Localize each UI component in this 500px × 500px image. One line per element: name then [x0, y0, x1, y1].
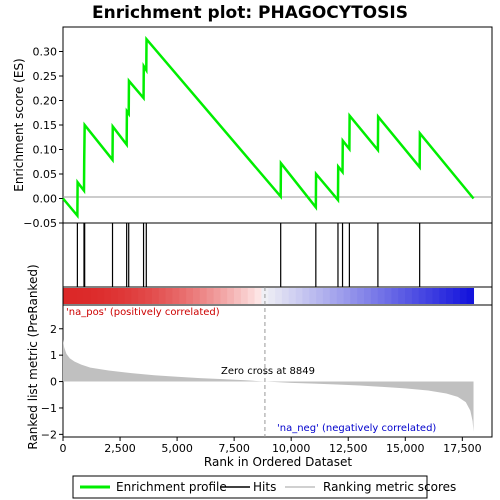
colorbar-segment: [446, 288, 454, 304]
colorbar-segment: [418, 288, 427, 304]
colorbar-segment: [343, 288, 351, 304]
es-tick-label: 0.25: [33, 70, 58, 83]
zero-cross-label: Zero cross at 8849: [221, 366, 315, 377]
es-tick-label: 0.30: [33, 46, 58, 59]
es-axis-label: Enrichment score (ES): [12, 58, 26, 191]
legend-metric-label: Ranking metric scores: [323, 480, 456, 494]
colorbar-segment: [357, 288, 365, 304]
es-tick-label: 0.15: [33, 119, 58, 132]
legend-enrichment-label: Enrichment profile: [116, 480, 227, 494]
metric-tick-label: 0: [50, 376, 57, 389]
colorbar-segment: [172, 288, 180, 304]
colorbar-segment: [131, 288, 139, 304]
colorbar-segment: [240, 288, 249, 304]
colorbar-segment: [288, 288, 297, 304]
x-tick-label: 10,000: [272, 442, 311, 455]
colorbar-segment: [63, 288, 71, 304]
colorbar-segment: [391, 288, 399, 304]
colorbar-segment: [247, 288, 256, 304]
colorbar-segment: [151, 288, 160, 304]
colorbar-segment: [350, 288, 358, 304]
colorbar-segment: [405, 288, 413, 304]
colorbar-segment: [268, 288, 276, 304]
x-tick-label: 0: [60, 442, 67, 455]
colorbar-segment: [192, 288, 201, 304]
colorbar-segment: [329, 288, 338, 304]
colorbar-segment: [227, 288, 235, 304]
colorbar-segment: [220, 288, 228, 304]
colorbar-segment: [281, 288, 290, 304]
metric-tick-label: −2: [41, 428, 57, 441]
colorbar-segment: [336, 288, 345, 304]
colorbar-segment: [138, 288, 146, 304]
colorbar-segment: [295, 288, 303, 304]
colorbar-segment: [90, 288, 98, 304]
x-axis-label: Rank in Ordered Dataset: [204, 455, 352, 469]
x-tick-label: 15,000: [386, 442, 425, 455]
colorbar-segment: [110, 288, 119, 304]
colorbar-segment: [234, 288, 242, 304]
metric-panel-frame: [62, 304, 493, 438]
colorbar-segment: [117, 288, 126, 304]
colorbar-segment: [165, 288, 173, 304]
legend-hits-label: Hits: [253, 480, 276, 494]
colorbar-segment: [179, 288, 187, 304]
es-tick-label: 0.00: [33, 193, 58, 206]
es-tick-label: 0.20: [33, 95, 58, 108]
colorbar-segment: [199, 288, 208, 304]
es-tick-label: 0.10: [33, 144, 58, 157]
colorbar-segment: [145, 288, 153, 304]
colorbar-segment: [83, 288, 91, 304]
es-tick-label: 0.05: [33, 168, 58, 181]
neg-label: 'na_neg' (negatively correlated): [277, 423, 436, 434]
metric-tick-label: 2: [50, 323, 57, 336]
metric-axis-label: Ranked list metric (PreRanked): [26, 264, 40, 449]
colorbar-segment: [275, 288, 283, 304]
colorbar-segment: [425, 288, 433, 304]
colorbar-segment: [364, 288, 372, 304]
colorbar-segment: [439, 288, 447, 304]
metric-tick-label: −1: [41, 402, 57, 415]
x-tick-label: 17,500: [443, 442, 482, 455]
x-tick-label: 5,000: [161, 442, 193, 455]
colorbar-segment: [302, 288, 310, 304]
colorbar-segment: [398, 288, 406, 304]
colorbar-segment: [213, 288, 221, 304]
colorbar-segment: [377, 288, 386, 304]
colorbar-segment: [69, 288, 78, 304]
metric-tick-label: 1: [50, 349, 57, 362]
colorbar-segment: [186, 288, 194, 304]
colorbar-segment: [104, 288, 112, 304]
x-tick-label: 2,500: [104, 442, 136, 455]
colorbar-segment: [158, 288, 167, 304]
colorbar-segment: [459, 288, 468, 304]
colorbar-segment: [322, 288, 331, 304]
colorbar-segment: [206, 288, 215, 304]
x-tick-label: 7,500: [218, 442, 250, 455]
chart-title: Enrichment plot: PHAGOCYTOSIS: [92, 3, 408, 23]
colorbar-segment: [97, 288, 105, 304]
pos-label: 'na_pos' (positively correlated): [66, 307, 220, 318]
colorbar-segment: [466, 288, 475, 304]
colorbar-segment: [384, 288, 392, 304]
es-tick-label: −0.05: [23, 217, 57, 230]
colorbar-segment: [432, 288, 440, 304]
colorbar-segment: [411, 288, 420, 304]
x-tick-label: 12,500: [329, 442, 368, 455]
colorbar-segment: [316, 288, 324, 304]
colorbar-segment: [254, 288, 262, 304]
ranking-metric-area: [63, 339, 474, 432]
colorbar-segment: [76, 288, 85, 304]
colorbar-segment: [452, 288, 461, 304]
colorbar-segment: [309, 288, 317, 304]
colorbar-segment: [370, 288, 379, 304]
hits-panel-frame: [62, 222, 493, 288]
colorbar-segment: [124, 288, 132, 304]
enrichment-profile-line: [62, 35, 475, 220]
es-panel-frame: [62, 26, 493, 224]
